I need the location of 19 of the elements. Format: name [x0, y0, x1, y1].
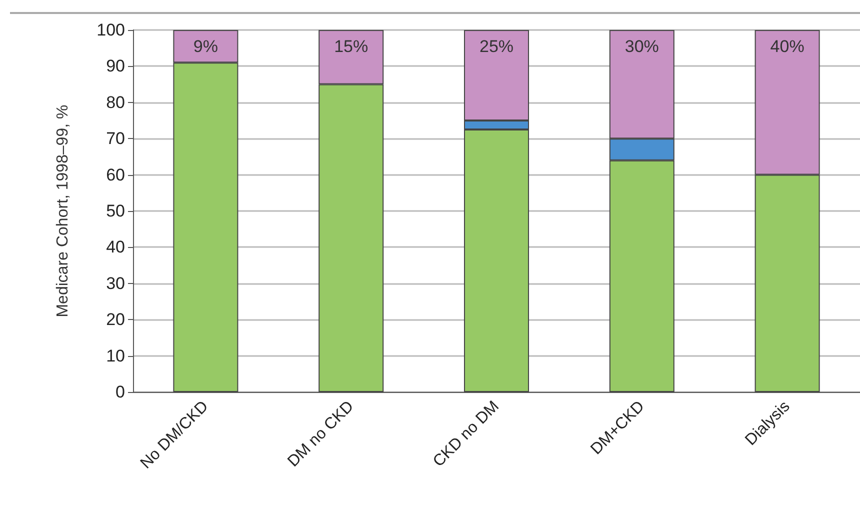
y-tick-label: 10	[106, 346, 125, 366]
y-tick-label: 40	[106, 238, 125, 257]
y-axis-title: Medicare Cohort, 1998–99, %	[54, 104, 72, 318]
data-label: 40%	[770, 37, 804, 56]
y-tick-label: 60	[106, 165, 125, 184]
y-tick-label: 70	[106, 129, 125, 148]
y-tick-label: 20	[106, 310, 125, 330]
data-label: 25%	[479, 37, 514, 56]
x-tick-label: CKD no DM	[430, 398, 503, 470]
data-label: 30%	[624, 37, 659, 56]
data-label: 9%	[193, 37, 218, 56]
y-tick-label: 0	[116, 382, 125, 402]
data-label: 15%	[334, 37, 368, 56]
x-tick-label: DM no CKD	[284, 398, 358, 470]
y-tick-label: 30	[106, 274, 125, 293]
y-tick-label: 80	[106, 92, 125, 112]
y-tick-label: 50	[106, 202, 125, 220]
y-tick-label: 90	[106, 56, 125, 76]
y-tick-label: 100	[96, 20, 125, 40]
